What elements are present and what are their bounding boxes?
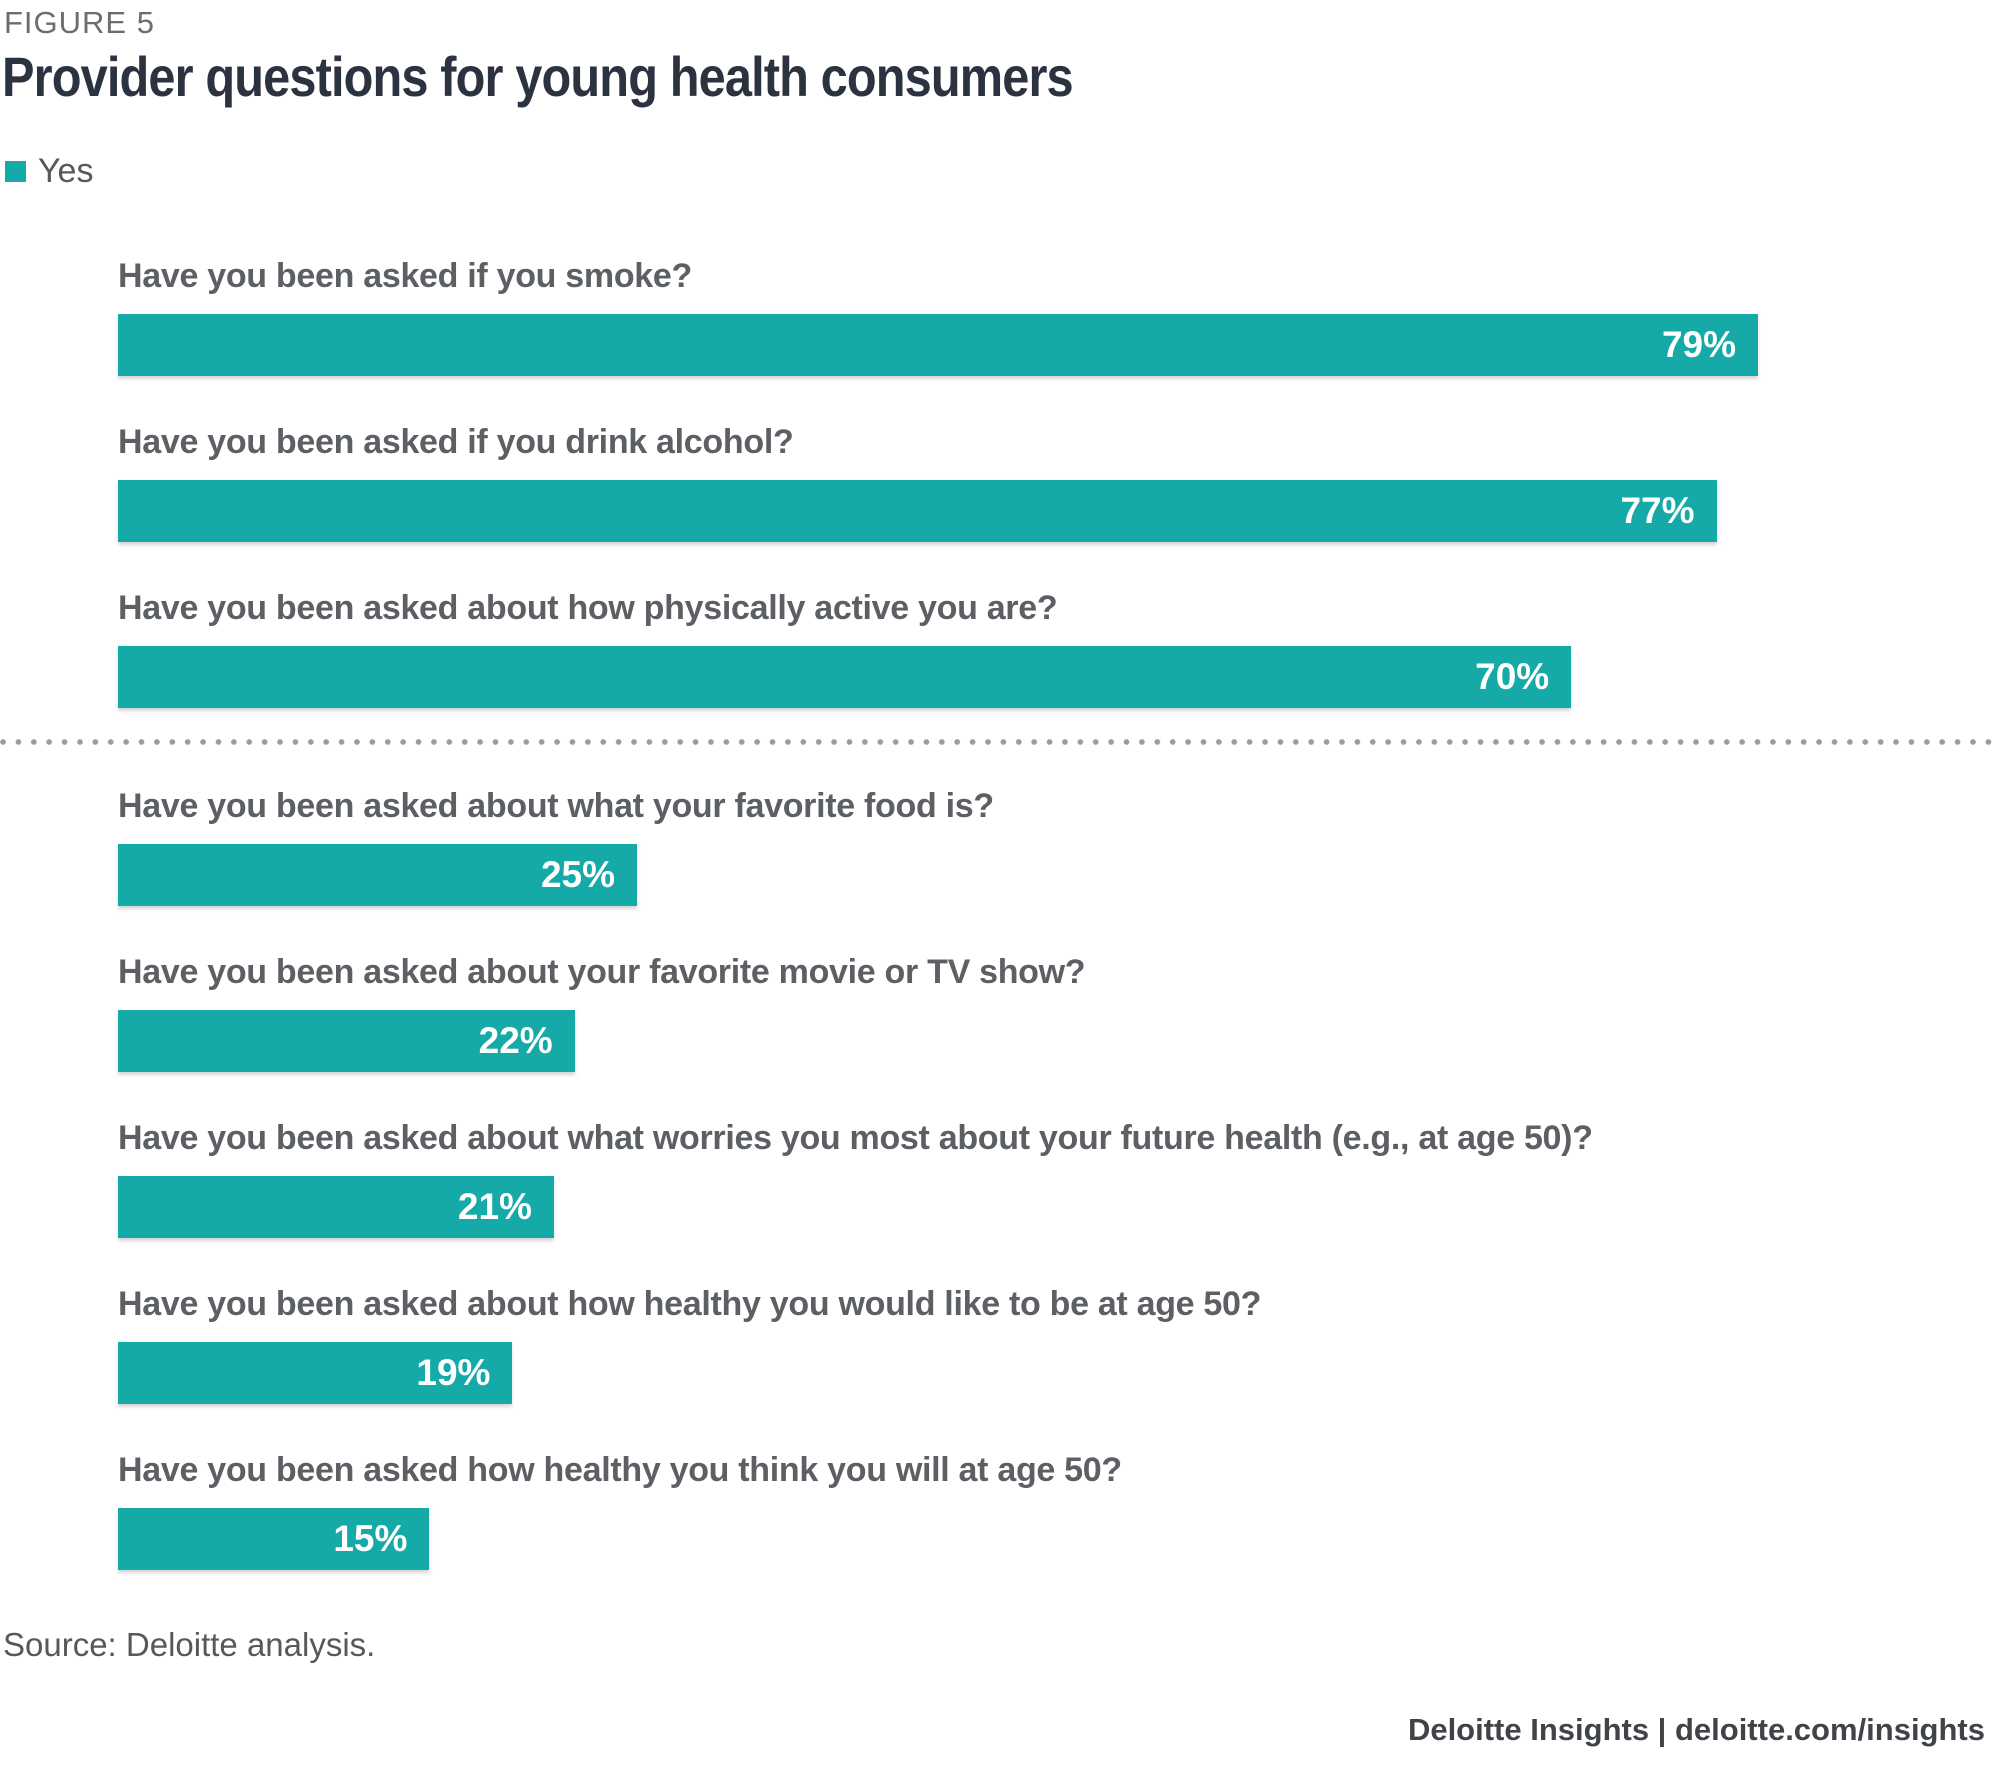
bar-label: Have you been asked if you drink alcohol… (118, 423, 794, 461)
figure-label: FIGURE 5 (4, 5, 155, 40)
bar-label: Have you been asked if you smoke? (118, 257, 692, 295)
bar-row: Have you been asked about what your favo… (118, 786, 2000, 906)
bar-row: Have you been asked if you drink alcohol… (118, 422, 2000, 542)
bar-row: Have you been asked about your favorite … (118, 952, 2000, 1072)
bar: 77% (118, 480, 1717, 542)
bar: 21% (118, 1176, 554, 1238)
bar-value: 19% (416, 1352, 491, 1393)
bar-row: Have you been asked about how physically… (118, 588, 2000, 708)
bar-label: Have you been asked about how healthy yo… (118, 1285, 1262, 1323)
bar-row: Have you been asked about how healthy yo… (118, 1284, 2000, 1404)
bar-row: Have you been asked about what worries y… (118, 1118, 2000, 1238)
bar-chart: Have you been asked if you smoke? 79% Have… (118, 256, 2000, 1616)
chart-title-text: Provider questions for young health cons… (2, 45, 1074, 108)
bar-value: 70% (1475, 656, 1550, 697)
bar-label: Have you been asked about how physically… (118, 589, 1058, 627)
legend-swatch-yes (5, 161, 26, 182)
footer-brand: Deloitte Insights | deloitte.com/insight… (1407, 1712, 1985, 1747)
bar-row: Have you been asked how healthy you thin… (118, 1450, 2000, 1570)
bar-label: Have you been asked about your favorite … (118, 953, 1086, 991)
bar: 15% (118, 1508, 430, 1570)
bar: 22% (118, 1010, 575, 1072)
bar-label: Have you been asked how healthy you thin… (118, 1451, 1122, 1489)
bar-value: 79% (1661, 324, 1737, 365)
bar: 79% (118, 314, 1759, 376)
bar-value: 15% (333, 1518, 408, 1559)
bar: 70% (118, 646, 1572, 708)
bar-value: 22% (478, 1020, 553, 1061)
dotted-separator (0, 739, 2000, 745)
source-note: Source: Deloitte analysis. (3, 1626, 376, 1663)
bar-value: 21% (457, 1186, 532, 1227)
legend: Yes (5, 152, 93, 191)
bar-row: Have you been asked if you smoke? 79% (118, 256, 2000, 376)
bar: 19% (118, 1342, 513, 1404)
legend-label-yes: Yes (38, 152, 94, 190)
bar-value: 77% (1620, 490, 1695, 531)
bar-label: Have you been asked about what worries y… (118, 1119, 1593, 1157)
chart-title: Provider questions for young health cons… (2, 44, 1233, 109)
bar-label: Have you been asked about what your favo… (118, 787, 994, 825)
bar: 25% (118, 844, 637, 906)
bar-value: 25% (540, 854, 615, 895)
